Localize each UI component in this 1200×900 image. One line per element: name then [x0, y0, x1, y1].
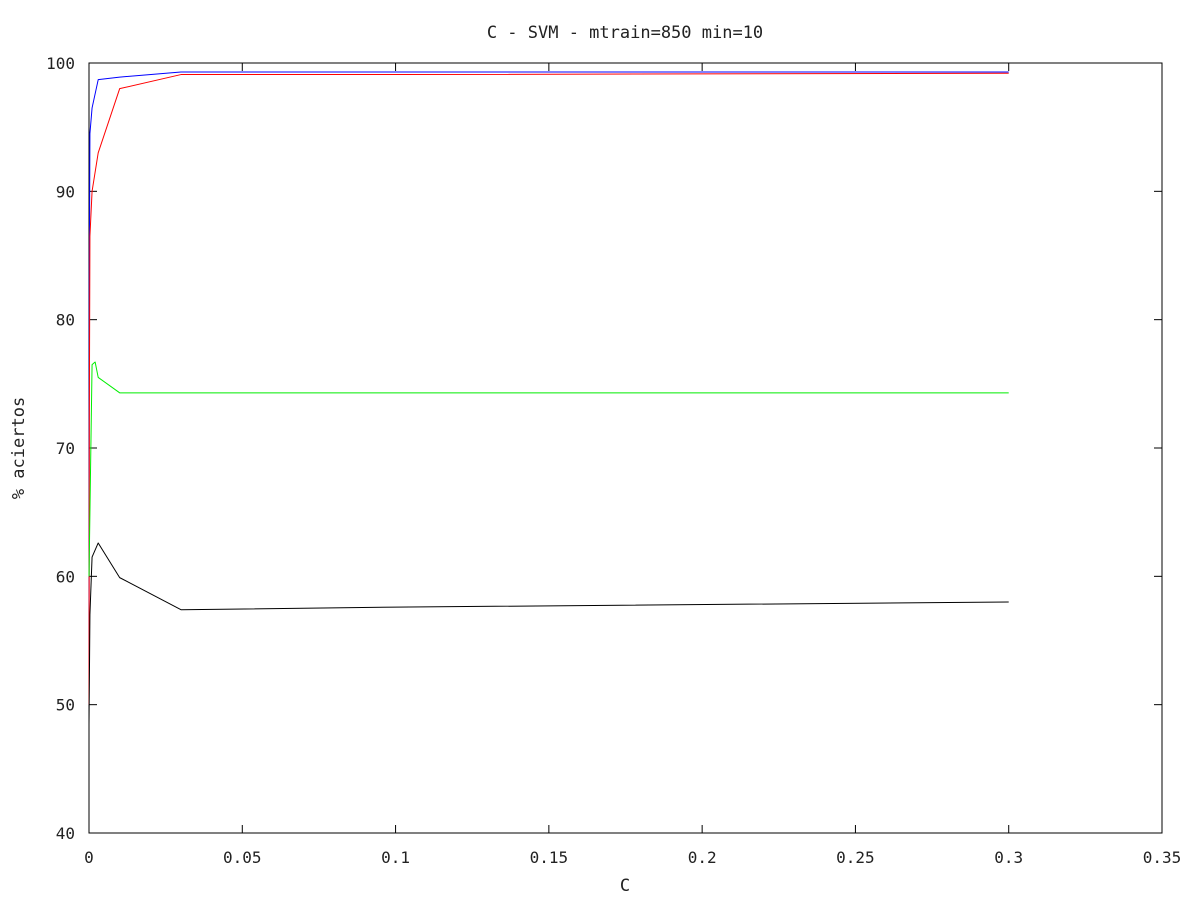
- x-tick-label: 0.25: [836, 848, 875, 867]
- x-tick-label: 0.35: [1143, 848, 1182, 867]
- y-tick-label: 90: [56, 182, 75, 201]
- x-tick-label: 0.2: [688, 848, 717, 867]
- y-tick-label: 40: [56, 824, 75, 843]
- y-tick-label: 50: [56, 696, 75, 715]
- y-axis-label: % aciertos: [9, 397, 29, 499]
- plot-frame: [88, 62, 1163, 834]
- x-tick-label: 0.05: [223, 848, 262, 867]
- y-tick-label: 60: [56, 567, 75, 586]
- y-tick-label: 70: [56, 439, 75, 458]
- chart-title: C - SVM - mtrain=850 min=10: [487, 23, 763, 43]
- x-tick-label: 0: [84, 848, 94, 867]
- series-line-2: [88, 72, 1009, 705]
- series-line-4: [88, 542, 1009, 724]
- x-tick-label: 0.15: [530, 848, 569, 867]
- series-line-3: [88, 361, 1009, 577]
- series-lines: [88, 71, 1009, 724]
- y-tick-label: 80: [56, 311, 75, 330]
- x-tick-label: 0.3: [994, 848, 1023, 867]
- series-line-1: [88, 71, 1009, 705]
- axis-ticks: 0 0.05 0.1 0.15 0.2 0.25 0.3 0.35 40 50 60 70 80 90 10…: [46, 54, 1181, 867]
- y-tick-label: 100: [46, 54, 75, 73]
- x-axis-label: C: [620, 876, 630, 896]
- x-tick-label: 0.1: [381, 848, 410, 867]
